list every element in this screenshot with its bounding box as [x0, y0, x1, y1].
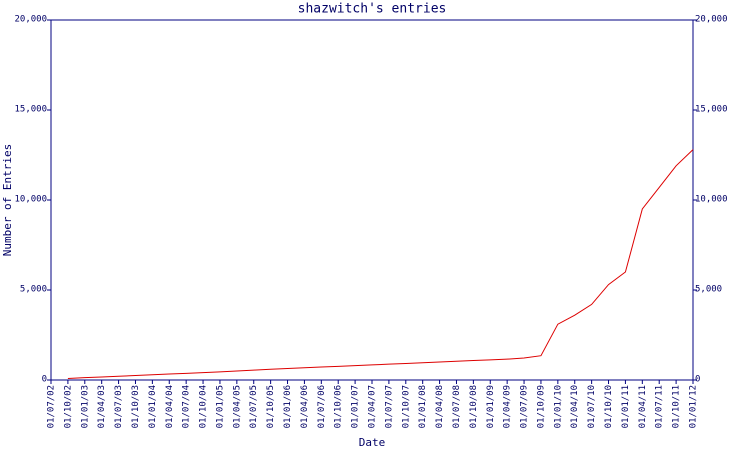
- x-tick-label: 01/04/08: [435, 385, 445, 428]
- x-tick-label: 01/04/06: [300, 385, 310, 428]
- x-tick-label: 01/01/03: [80, 385, 90, 428]
- x-tick-label: 01/01/08: [418, 385, 428, 428]
- y2-tick-label: 5,000: [695, 285, 722, 295]
- x-tick-label: 01/01/11: [621, 385, 631, 428]
- x-tick-label: 01/07/04: [182, 385, 192, 428]
- y2-tick-label: 20,000: [695, 15, 728, 25]
- x-tick-label: 01/07/05: [249, 385, 259, 428]
- x-tick-label: 01/01/06: [283, 385, 293, 428]
- x-tick-label: 01/01/09: [486, 385, 496, 428]
- x-tick-label: 01/01/04: [148, 385, 158, 428]
- x-tick-label: 01/10/10: [604, 385, 614, 428]
- x-tick-label: 01/10/03: [131, 385, 141, 428]
- y2-tick-label: 0: [695, 375, 700, 385]
- plot-frame: [50, 19, 694, 381]
- x-tick-label: 01/10/06: [334, 385, 344, 428]
- x-tick-label: 01/10/09: [536, 385, 546, 428]
- x-tick-label: 01/07/03: [114, 385, 124, 428]
- x-tick-label: 01/07/08: [452, 385, 462, 428]
- x-tick-label: 01/10/08: [469, 385, 479, 428]
- y-tick-label: 20,000: [14, 15, 47, 25]
- x-tick-label: 01/07/11: [655, 385, 665, 428]
- x-tick-label: 01/04/09: [503, 385, 513, 428]
- x-tick-label: 01/01/05: [215, 385, 225, 428]
- x-axis-label: Date: [359, 436, 386, 449]
- x-tick-label: 01/10/02: [63, 385, 73, 428]
- y-tick-label: 10,000: [14, 195, 47, 205]
- x-tick-label: 01/07/10: [587, 385, 597, 428]
- x-tick-label: 01/04/10: [570, 385, 580, 428]
- y-axis-label: Number of Entries: [1, 144, 14, 257]
- y2-tick-label: 10,000: [695, 195, 728, 205]
- x-tick-label: 01/04/04: [165, 385, 175, 428]
- x-tick-label: 01/04/07: [368, 385, 378, 428]
- x-tick-label: 01/10/11: [672, 385, 682, 428]
- x-tick-label: 01/07/09: [520, 385, 530, 428]
- y-tick-label: 5,000: [20, 285, 47, 295]
- x-tick-label: 01/10/05: [266, 385, 276, 428]
- data-line: [67, 149, 694, 380]
- x-tick-label: 01/04/03: [97, 385, 107, 428]
- y-tick-label: 15,000: [14, 105, 47, 115]
- x-tick-label: 01/07/07: [384, 385, 394, 428]
- x-tick-label: 01/10/04: [199, 385, 209, 428]
- x-tick-label: 01/01/10: [553, 385, 563, 428]
- x-tick-label: 01/07/02: [47, 385, 57, 428]
- x-tick-label: 01/01/12: [689, 385, 699, 428]
- chart-title: shazwitch's entries: [298, 2, 447, 17]
- x-tick-label: 01/01/07: [351, 385, 361, 428]
- y-tick-label: 0: [42, 375, 47, 385]
- x-tick-label: 01/10/07: [401, 385, 411, 428]
- x-tick-label: 01/04/11: [638, 385, 648, 428]
- y2-tick-label: 15,000: [695, 105, 728, 115]
- x-tick-label: 01/07/06: [317, 385, 327, 428]
- x-tick-label: 01/04/05: [232, 385, 242, 428]
